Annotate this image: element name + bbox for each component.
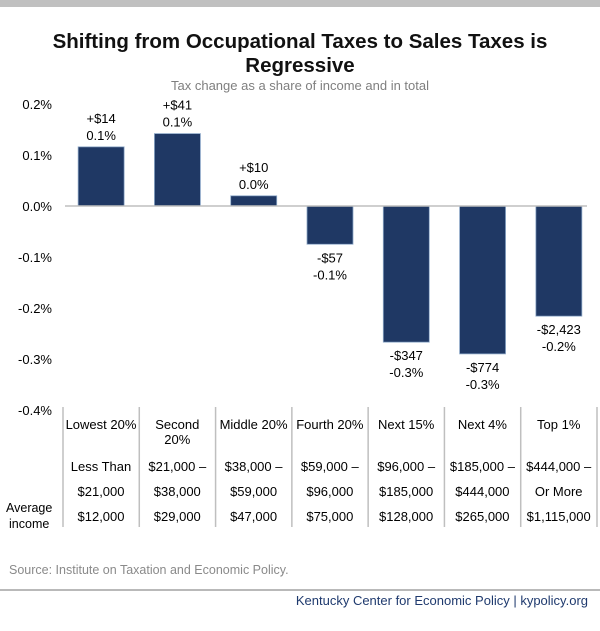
y-axis-ticks: 0.2% 0.1% 0.0% -0.1% -0.2% -0.3% -0.4% <box>18 97 52 418</box>
table-cell-avg-income: $12,000 <box>77 509 125 524</box>
table-cell-range-high: $444,000 <box>455 484 510 499</box>
table-cell-range-high: $38,000 <box>153 484 201 499</box>
column-header-line: Middle 20% <box>219 417 288 432</box>
y-tick-label: -0.2% <box>18 301 52 316</box>
column-header: Next 15% <box>368 417 444 432</box>
column-header: Fourth 20% <box>292 417 368 432</box>
bar <box>230 195 278 207</box>
bar <box>535 205 583 317</box>
bar <box>154 133 201 207</box>
table-cell-range-low: $185,000 – <box>449 459 515 474</box>
bar <box>306 205 354 245</box>
table-row-label-average-income: Average income <box>6 500 52 532</box>
y-tick-label: 0.2% <box>22 97 52 112</box>
chart-title: Shifting from Occupational Taxes to Sale… <box>52 30 548 77</box>
table-cell-avg-income: $29,000 <box>153 509 201 524</box>
row-label-line: Average <box>6 501 53 515</box>
column-header-line: Lowest 20% <box>65 417 137 432</box>
data-label-dollars: -$2,423 <box>537 322 581 337</box>
data-label-percent: 0.1% <box>86 128 116 143</box>
table-grid-lines <box>62 407 598 527</box>
bar <box>459 205 506 355</box>
bars <box>77 133 583 355</box>
table-cell-avg-income: $47,000 <box>230 509 278 524</box>
y-tick-label: 0.0% <box>22 199 52 214</box>
footer-divider <box>0 589 600 591</box>
data-labels: +$14 0.1% +$41 0.1% +$10 0.0% -$57 -0.1% -$347 -0… <box>86 98 581 392</box>
column-header: Lowest 20% <box>63 417 139 432</box>
column-header-line: 20% <box>164 432 191 447</box>
column-header-line: Fourth 20% <box>296 417 364 432</box>
table-cell-avg-income: $128,000 <box>379 509 434 524</box>
column-header-line: Next 15% <box>377 417 435 432</box>
y-tick-label: -0.3% <box>18 352 52 367</box>
data-label-percent: -0.3% <box>389 365 423 380</box>
data-label-dollars: -$774 <box>466 360 499 375</box>
data-label-percent: -0.1% <box>313 267 347 282</box>
table-cell-avg-income: $1,115,000 <box>526 509 591 524</box>
table-cell-range-low: Less Than <box>70 459 132 474</box>
column-header-line: Second <box>155 417 200 432</box>
column-header-line: Top 1% <box>537 417 581 432</box>
y-tick-label: -0.1% <box>18 250 52 265</box>
bar <box>382 205 430 343</box>
chart-subtitle: Tax change as a share of income and in t… <box>171 78 429 93</box>
table-cell-range-high: $96,000 <box>306 484 354 499</box>
source-note: Source: Institute on Taxation and Econom… <box>9 563 289 577</box>
table-cell-range-high: $185,000 <box>379 484 434 499</box>
table-cell-range-low: $96,000 – <box>377 459 436 474</box>
column-header-line: Next 4% <box>457 417 507 432</box>
column-header: Middle 20% <box>216 417 292 432</box>
column-header: Second 20% <box>139 417 215 447</box>
table-cell-range-low: $38,000 – <box>224 459 283 474</box>
footer-credit: Kentucky Center for Economic Policy | ky… <box>295 593 588 608</box>
row-label-line: income <box>9 517 50 531</box>
bar <box>77 146 125 207</box>
data-label-dollars: -$57 <box>317 250 343 265</box>
table-cell-range-low: $59,000 – <box>300 459 359 474</box>
data-label-percent: -0.2% <box>542 339 576 354</box>
table-cell-avg-income: $75,000 <box>306 509 354 524</box>
data-label-dollars: +$10 <box>239 160 268 175</box>
data-label-dollars: +$14 <box>86 111 115 126</box>
table-cell-range-high: $21,000 <box>77 484 125 499</box>
table-cell-avg-income: $265,000 <box>455 509 510 524</box>
table-cell-range-high: Or More <box>534 484 583 499</box>
y-tick-label: -0.4% <box>18 403 52 418</box>
data-label-dollars: +$41 <box>163 98 192 113</box>
column-header: Top 1% <box>521 417 597 432</box>
data-label-dollars: -$347 <box>390 348 423 363</box>
table-cell-range-low: $444,000 – <box>526 459 592 474</box>
table-cell-range-high: $59,000 <box>230 484 278 499</box>
column-header: Next 4% <box>444 417 520 432</box>
top-border-bar <box>0 0 600 7</box>
data-label-percent: 0.1% <box>163 115 193 130</box>
data-label-percent: -0.3% <box>466 377 500 392</box>
table-cell-range-low: $21,000 – <box>148 459 207 474</box>
y-tick-label: 0.1% <box>22 148 52 163</box>
data-label-percent: 0.0% <box>239 177 269 192</box>
